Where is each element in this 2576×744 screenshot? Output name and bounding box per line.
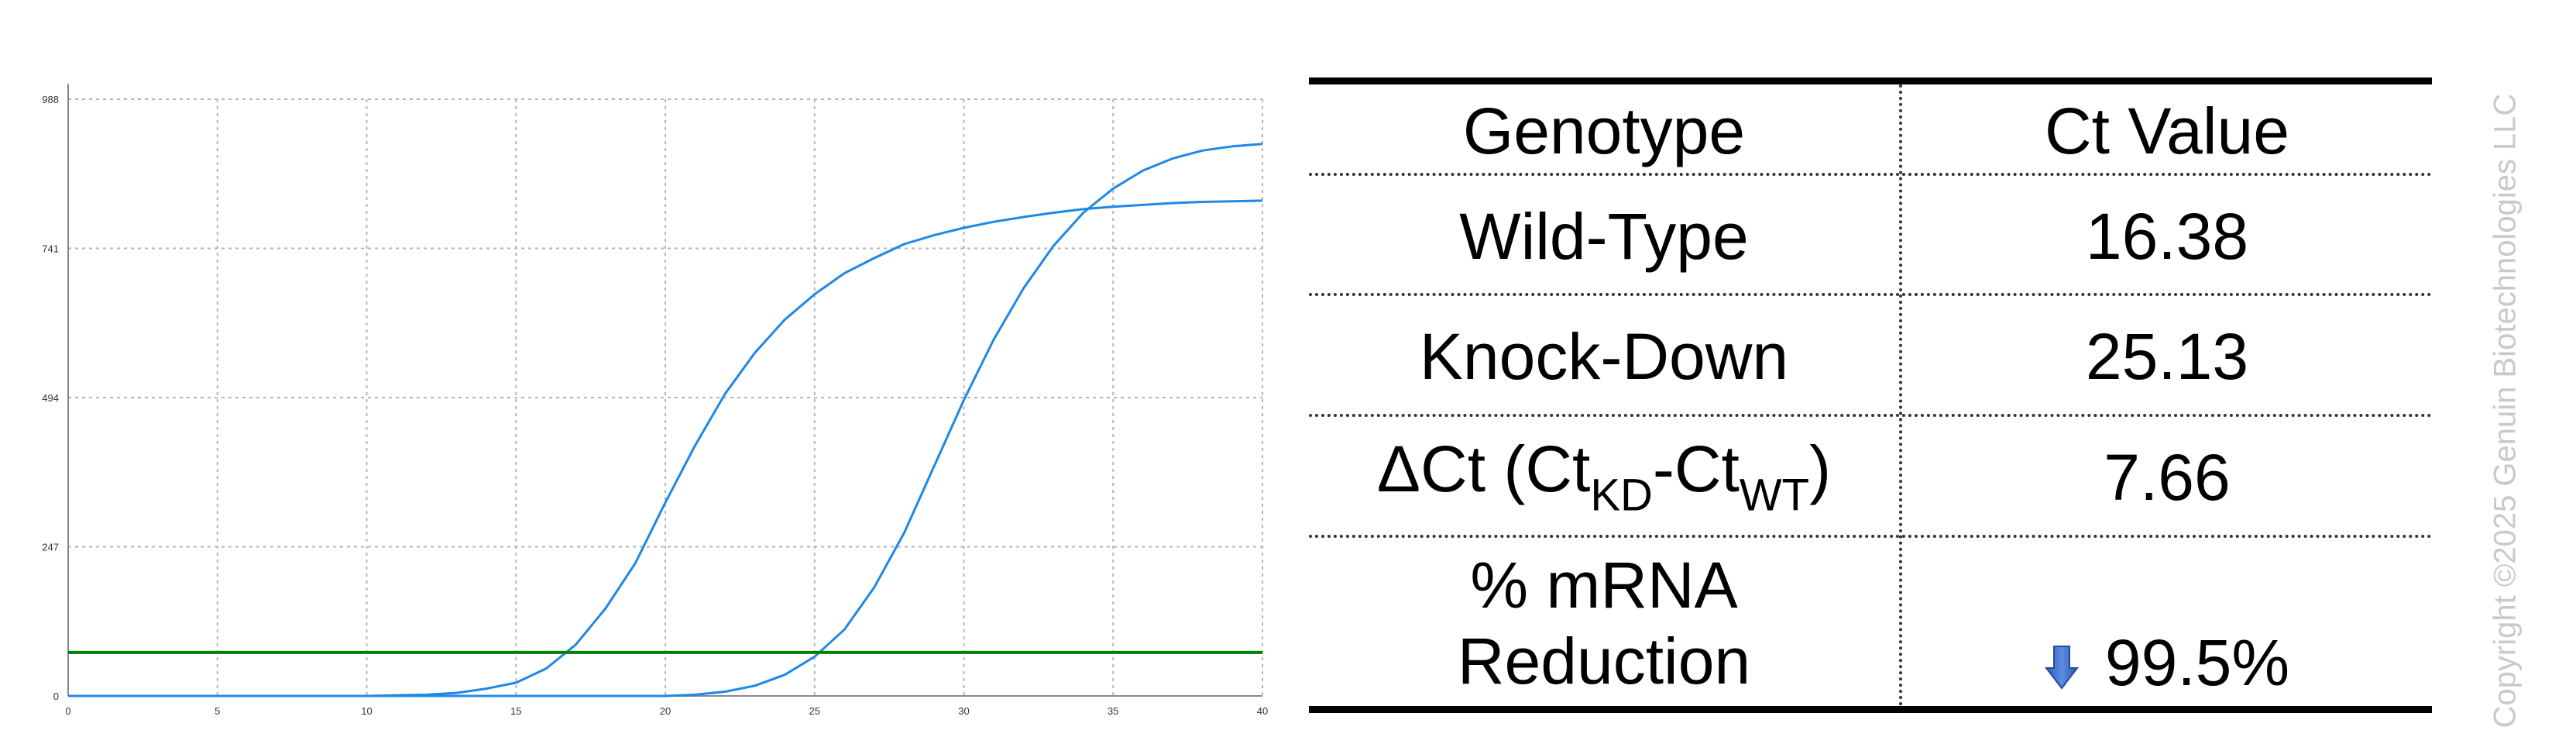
- y-tick-label: 988: [42, 94, 59, 105]
- row-value-knock-down: 25.13: [2085, 320, 2249, 393]
- row-label-mrna-reduction: % mRNA Reduction: [1309, 539, 1899, 706]
- header-genotype: Genotype: [1462, 95, 1746, 167]
- grid-lines: [68, 98, 1263, 696]
- amplification-curve-1: [68, 199, 1263, 698]
- row-label-knock-down: Knock-Down: [1419, 320, 1789, 393]
- x-tick-label: 10: [361, 705, 372, 717]
- amplification-curve-2: [68, 143, 1263, 698]
- amplification-chart: 0 5 10 15 20 25 30 35 40 0 247 494 741 988: [42, 84, 1268, 717]
- row-divider: [1309, 414, 2432, 417]
- x-tick-label: 15: [510, 705, 521, 717]
- x-tick-label: 20: [660, 705, 671, 717]
- row-divider: [1309, 293, 2432, 296]
- mrna-reduction-line2: Reduction: [1457, 624, 1751, 698]
- table-bottom-rule: [1309, 706, 2432, 713]
- row-divider: [1309, 173, 2432, 176]
- x-tick-label: 40: [1257, 705, 1268, 717]
- header-ct-value: Ct Value: [2045, 95, 2289, 167]
- copyright-notice: Copyright ©2025 Genuin Biotechnologies L…: [2482, 94, 2529, 728]
- delta-ct-end: ): [1809, 432, 1832, 506]
- y-tick-label: 0: [53, 691, 59, 702]
- arrow-down-icon: [2044, 635, 2079, 700]
- row-value-delta-ct: 7.66: [2104, 441, 2231, 514]
- delta-ct-sub-wt: WT: [1739, 470, 1810, 521]
- delta-ct-mid: -Ct: [1652, 432, 1740, 506]
- y-tick-label: 494: [42, 392, 59, 404]
- row-label-wild-type: Wild-Type: [1459, 200, 1749, 273]
- ct-value-table: Genotype Ct Value Wild-Type 16.38 Knock-…: [1309, 78, 2432, 713]
- y-tick-label: 741: [42, 243, 59, 255]
- series-lines: [68, 143, 1263, 698]
- delta-ct-text: ΔCt (Ct: [1376, 432, 1591, 506]
- row-label-delta-ct: ΔCt (CtKD-CtWT): [1309, 418, 1899, 536]
- x-tick-label: 35: [1108, 705, 1118, 717]
- row-divider: [1309, 535, 2432, 538]
- tick-labels: 0 5 10 15 20 25 30 35 40 0 247 494 741 988: [42, 94, 1268, 717]
- copyright-text: Copyright ©2025 Genuin Biotechnologies L…: [2488, 93, 2523, 728]
- delta-ct-sub-kd: KD: [1590, 470, 1653, 521]
- row-value-mrna-reduction: 99.5%: [2104, 626, 2290, 699]
- mrna-reduction-line1: % mRNA: [1470, 548, 1738, 622]
- row-value-wild-type: 16.38: [2085, 200, 2249, 273]
- x-tick-label: 0: [65, 705, 70, 717]
- table-top-rule: [1309, 78, 2432, 84]
- x-tick-label: 5: [215, 705, 220, 717]
- y-tick-label: 247: [42, 542, 59, 553]
- x-tick-label: 25: [809, 705, 820, 717]
- x-tick-label: 30: [958, 705, 969, 717]
- row-value-mrna-reduction-cell: 99.5%: [1902, 539, 2432, 706]
- column-divider: [1899, 84, 1902, 706]
